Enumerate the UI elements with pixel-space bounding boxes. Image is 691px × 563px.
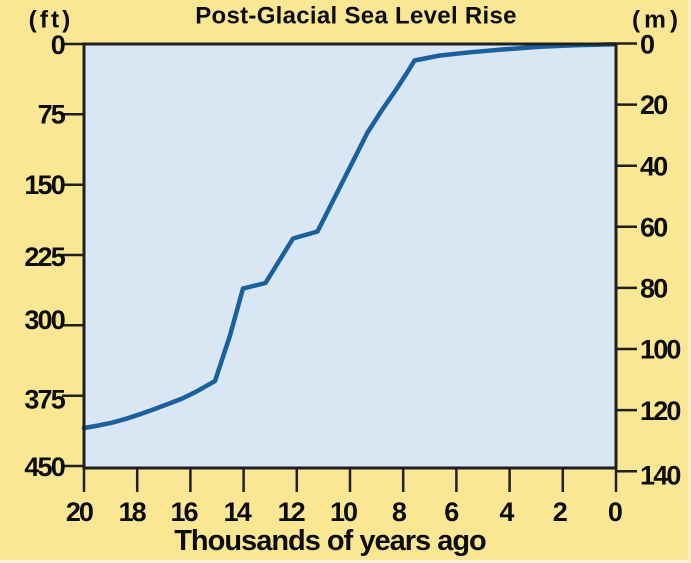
svg-text:6: 6 [444,497,459,527]
svg-text:300: 300 [24,305,64,335]
svg-text:80: 80 [640,274,667,304]
svg-text:450: 450 [24,452,64,482]
svg-text:2: 2 [553,497,567,527]
svg-text:140: 140 [640,460,680,490]
svg-text:100: 100 [640,335,680,365]
svg-text:14: 14 [224,497,252,527]
svg-text:0: 0 [640,29,654,59]
svg-text:20: 20 [66,497,93,527]
svg-text:Thousands of years ago: Thousands of years ago [174,525,486,557]
svg-text:(m): (m) [632,7,682,34]
svg-text:375: 375 [24,385,65,415]
svg-text:(ft): (ft) [29,7,74,34]
svg-text:60: 60 [640,213,667,243]
svg-text:75: 75 [38,100,66,130]
svg-text:8: 8 [392,497,407,527]
svg-text:150: 150 [24,170,64,200]
svg-text:Post-Glacial Sea Level Rise: Post-Glacial Sea Level Rise [195,3,517,30]
svg-text:18: 18 [119,497,147,527]
svg-text:10: 10 [330,497,357,527]
svg-text:16: 16 [170,497,198,527]
svg-text:225: 225 [24,242,65,272]
svg-text:0: 0 [608,497,622,527]
svg-text:0: 0 [51,30,65,60]
svg-text:12: 12 [278,497,305,527]
svg-text:4: 4 [499,497,514,527]
svg-text:40: 40 [640,151,667,181]
svg-text:20: 20 [640,90,667,120]
svg-text:120: 120 [640,396,680,426]
